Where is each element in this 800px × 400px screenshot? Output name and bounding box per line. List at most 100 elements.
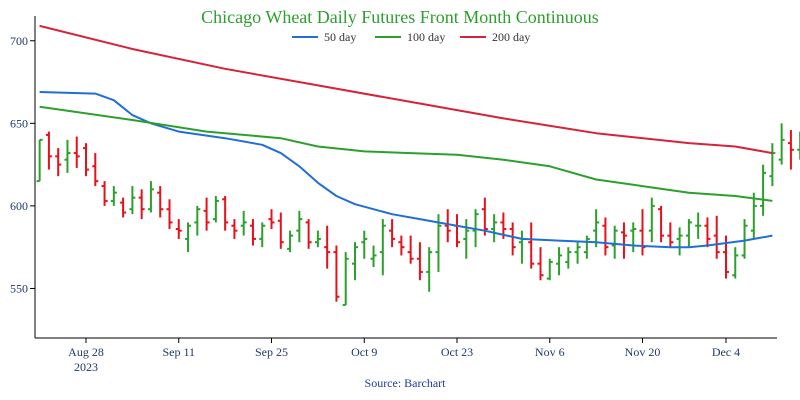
ohlc-bar	[769, 143, 776, 187]
ohlc-bar	[491, 214, 498, 243]
x-tick-label: Dec 4	[712, 345, 740, 359]
ohlc-bar	[648, 197, 655, 243]
ohlc-bar	[324, 225, 331, 269]
ohlc-bar	[92, 153, 99, 187]
x-tick-label: Oct 23	[441, 345, 473, 359]
ohlc-bar	[175, 219, 182, 239]
ohlc-bar	[36, 138, 43, 183]
ohlc-bar	[593, 209, 600, 248]
ohlc-bar	[528, 222, 535, 269]
source-note: Source: Barchart	[365, 376, 447, 390]
ohlc-bar	[73, 136, 80, 168]
ohlc-bar	[305, 219, 312, 249]
ohlc-bar	[778, 123, 785, 165]
ohlc-bar	[602, 217, 609, 256]
ohlc-bar	[611, 225, 618, 259]
ohlc-bar	[314, 230, 321, 248]
ohlc-bar	[333, 245, 340, 302]
ohlc-bar	[222, 195, 229, 231]
ohlc-bar	[64, 139, 71, 173]
legend-label: 50 day	[324, 30, 356, 44]
ohlc-bar	[630, 222, 637, 253]
ohlc-bar	[166, 199, 173, 230]
ohlc-bar	[667, 222, 674, 248]
ohlc-bar	[518, 230, 525, 264]
ohlc-bar	[398, 235, 405, 256]
ohlc-bar	[676, 227, 683, 256]
ohlc-bar	[463, 219, 470, 259]
x-tick-label: Aug 28	[68, 345, 104, 359]
ohlc-bar	[83, 143, 90, 177]
ohlc-bar	[277, 212, 284, 249]
ohlc-bar	[435, 214, 442, 272]
ohlc-bar	[658, 205, 665, 243]
series-line-200-day	[39, 24, 773, 155]
legend: 50 day 100 day 200 day	[292, 30, 530, 44]
ohlc-bar	[481, 197, 488, 236]
ohlc-bar	[389, 219, 396, 248]
ohlc-bar	[407, 235, 414, 264]
ohlc-bar	[639, 209, 646, 256]
series-line-50-day	[39, 91, 773, 249]
ohlc-bar	[194, 205, 201, 236]
ohlc-bar	[203, 197, 210, 231]
ohlc-bar	[129, 186, 136, 215]
x-tick-label: Nov 20	[625, 345, 661, 359]
ohlc-bar	[509, 222, 516, 256]
x-tick-label: Sep 25	[255, 345, 288, 359]
ohlc-bar	[361, 230, 368, 259]
ohlc-bar	[45, 131, 52, 170]
x-tick-label: Oct 9	[351, 345, 377, 359]
ohlc-bar	[138, 189, 145, 220]
legend-item: 100 day	[375, 30, 445, 44]
ohlc-bar	[620, 222, 627, 259]
price-bars	[36, 123, 800, 306]
ohlc-bar	[370, 245, 377, 267]
y-axis: 550 600 650 700	[10, 16, 36, 338]
ohlc-bar	[185, 222, 192, 253]
ohlc-bar	[147, 181, 154, 213]
ohlc-bar	[157, 186, 164, 218]
ohlc-bar	[231, 219, 238, 239]
ohlc-bar	[351, 242, 358, 281]
ohlc-bar	[268, 209, 275, 230]
ohlc-bar	[101, 181, 108, 206]
y-tick-label: 600	[10, 199, 28, 213]
ohlc-bar	[695, 212, 702, 239]
ohlc-bar	[546, 258, 553, 281]
ohlc-bar	[240, 210, 247, 236]
legend-item: 200 day	[460, 30, 530, 44]
moving-average-lines	[39, 24, 773, 249]
ohlc-bar	[259, 222, 266, 248]
ohlc-bar	[249, 219, 256, 246]
ohlc-bar	[574, 242, 581, 264]
legend-item: 50 day	[292, 30, 356, 44]
ohlc-bar	[760, 164, 767, 216]
ohlc-bar	[537, 247, 544, 281]
ohlc-bar	[750, 192, 757, 239]
ohlc-bar	[110, 186, 117, 206]
x-tick-label: Nov 6	[535, 345, 565, 359]
ohlc-bar	[416, 242, 423, 281]
ohlc-bar	[685, 219, 692, 248]
ohlc-bar	[556, 247, 563, 276]
ohlc-bar	[787, 129, 794, 170]
ohlc-bar	[741, 219, 748, 259]
ohlc-bar	[55, 148, 62, 177]
ohlc-bar	[583, 235, 590, 259]
ohlc-bar	[212, 195, 219, 223]
legend-label: 200 day	[492, 30, 530, 44]
y-tick-label: 700	[10, 34, 28, 48]
ohlc-bar	[287, 230, 294, 253]
ohlc-bar	[704, 217, 711, 248]
y-tick-label: 650	[10, 116, 28, 130]
ohlc-bar	[713, 215, 720, 259]
x-tick-label: Sep 11	[162, 345, 195, 359]
legend-label: 100 day	[407, 30, 445, 44]
ohlc-bar	[444, 209, 451, 243]
ohlc-bar	[296, 210, 303, 243]
ohlc-bar	[565, 247, 572, 269]
y-tick-label: 550	[10, 281, 28, 295]
